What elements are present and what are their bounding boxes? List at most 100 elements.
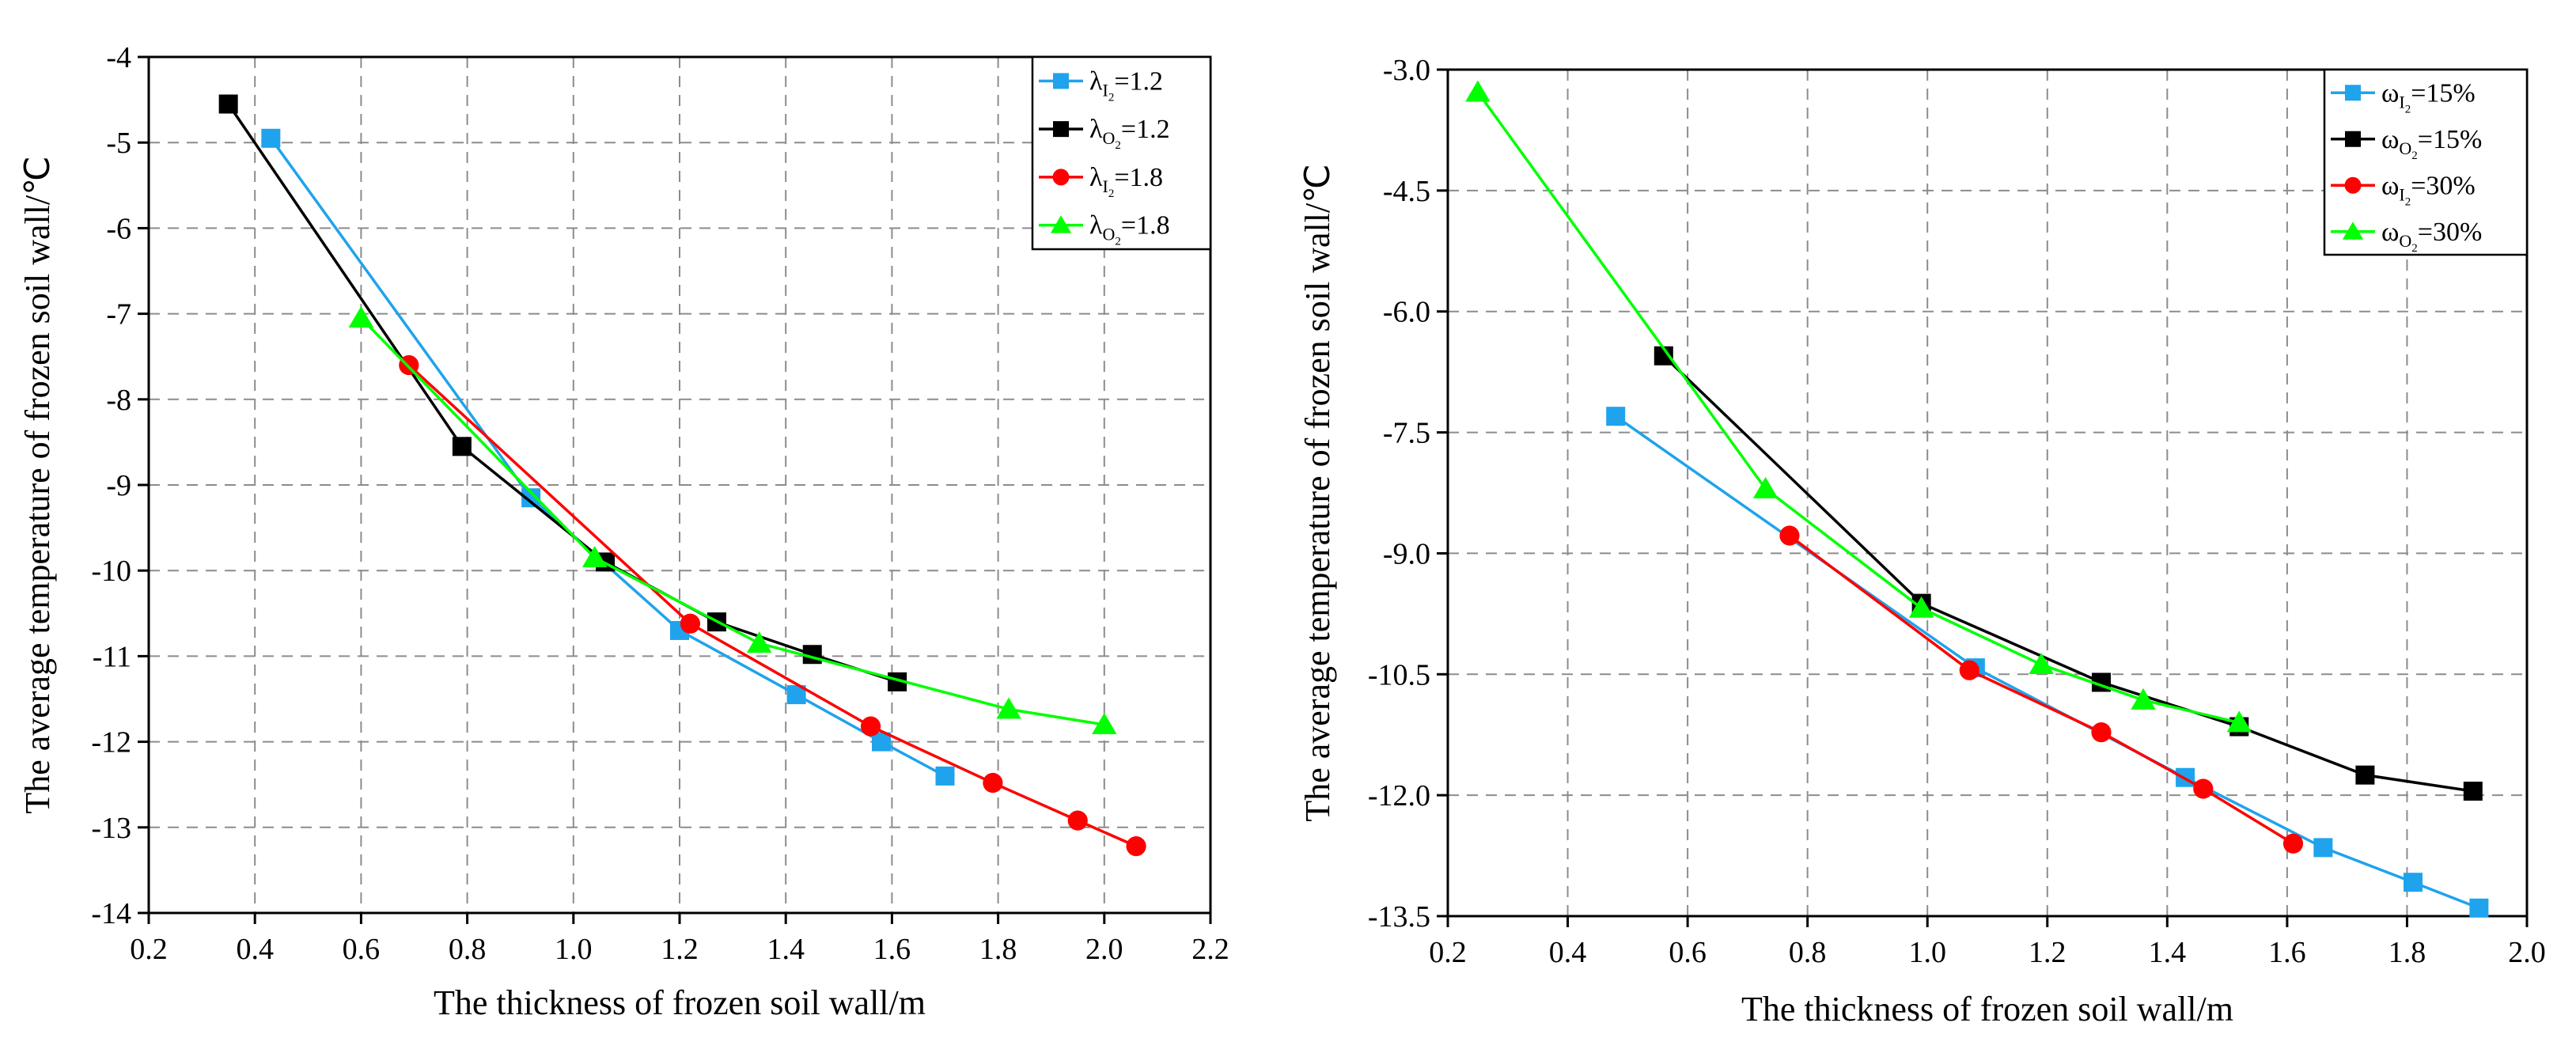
legend-item: ωO2=30% [2331,218,2482,255]
y-tick-label: -12 [91,726,131,759]
gridlines [149,57,1210,913]
legend-label: ωO2=30% [2381,218,2482,255]
legend-marker [2342,222,2364,240]
legend-label: λO2=1.2 [1089,115,1170,152]
data-point [746,631,772,653]
legend-label: ωI2=15% [2381,78,2476,116]
x-axis-title: The thickness of frozen soil wall/m [434,983,926,1022]
data-point [1067,810,1088,831]
y-tick-label: -7 [106,298,131,331]
series-line [360,316,1105,726]
data-point [452,437,472,456]
y-tick-label: -7.5 [1383,417,1430,450]
x-tick-label: 0.4 [1549,936,1587,969]
y-axis-title: The average temperature of frozen soil w… [18,156,57,813]
data-point [935,766,955,786]
series-line [269,137,946,778]
legend-marker [2345,131,2361,147]
data-point [2193,778,2214,799]
series-line [227,103,898,684]
data-point [1465,80,1491,102]
chart-left: 0.2 0.4 0.6 0.8 1.0 1.2 1.4 1.6 1.8 2.0 2.2-14-13-… [18,41,1229,1022]
legend-label: λO2=1.8 [1089,211,1170,248]
y-tick-label: -9 [106,469,131,502]
data-point [2469,898,2489,918]
legend-item: λI2=1.2 [1039,66,1163,104]
legend-marker [2345,85,2361,101]
legend-item: ωI2=30% [2331,171,2476,208]
series-3 [348,306,1117,734]
x-axis-title: The thickness of frozen soil wall/m [1741,990,2233,1028]
y-tick-label: -5 [106,127,131,160]
x-tick-label: 2.0 [2508,936,2546,969]
x-tick-label: 0.6 [343,933,381,966]
series-3 [1465,80,2252,733]
series-line [1615,415,2480,910]
x-tick-label: 0.4 [236,933,274,966]
x-tick-label: 0.2 [130,933,168,966]
y-tick-label: -3.0 [1383,54,1430,87]
x-axis: 0.2 0.4 0.6 0.8 1.0 1.2 1.4 1.6 1.8 2.0 [1429,916,2546,969]
y-tick-label: -4 [106,41,131,74]
legend-box [2323,68,2529,256]
y-tick-label: -6.0 [1383,296,1430,329]
data-point [261,128,281,148]
legend-item: λI2=1.8 [1039,163,1163,200]
data-point [218,94,238,114]
x-tick-label: 1.0 [1908,936,1946,969]
data-point [2355,765,2375,785]
data-point [860,716,881,737]
x-tick-label: 1.8 [2388,936,2426,969]
x-tick-label: 1.0 [555,933,593,966]
series-1 [218,94,907,691]
y-tick-label: -11 [93,640,131,673]
x-tick-label: 0.8 [449,933,487,966]
x-tick-label: 0.6 [1669,936,1707,969]
series-0 [261,128,955,786]
legend-item: ωO2=15% [2331,125,2482,162]
legend-item: λO2=1.8 [1039,211,1170,248]
x-tick-label: 2.2 [1191,933,1229,966]
legend-item: λO2=1.2 [1039,115,1170,152]
x-tick-label: 1.6 [2268,936,2306,969]
legend-marker [2344,176,2362,194]
legend-label: λI2=1.2 [1089,66,1163,104]
y-tick-label: -12.0 [1368,779,1430,812]
data-point [2404,873,2423,892]
data-point [348,306,374,328]
data-point [1779,525,1800,546]
y-axis-title: The average temperature of frozen soil w… [1298,164,1337,821]
series-2 [399,354,1146,857]
data-point [2313,838,2333,858]
data-point [1606,407,1626,426]
series-line [1476,91,2240,725]
data-point [2029,653,2054,675]
gridlines [1448,70,2527,916]
legend-marker [1052,169,1070,186]
y-tick-label: -9.0 [1383,537,1430,570]
data-point [2463,782,2483,801]
plot-frame [1446,68,2529,918]
legend-marker [1053,121,1069,138]
series-2 [1779,525,2304,854]
data-point [2226,710,2252,733]
y-axis: -13.5 -12.0 -10.5 -9.0 -7.5 -6.0 -4.5 -3.0 [1368,54,1448,934]
data-point [996,697,1021,719]
data-point [1959,660,1979,680]
x-tick-label: 1.4 [767,933,805,966]
data-point [2282,833,2304,854]
y-tick-label: -4.5 [1383,175,1430,208]
x-axis: 0.2 0.4 0.6 0.8 1.0 1.2 1.4 1.6 1.8 2.0 2.2 [130,913,1229,966]
x-tick-label: 1.4 [2149,936,2187,969]
legend-marker [1050,215,1072,233]
data-point [581,545,608,567]
legend-label: ωO2=15% [2381,125,2482,162]
series-1 [1654,346,2483,801]
x-tick-label: 0.2 [1429,936,1467,969]
legend-label: λI2=1.8 [1089,163,1163,200]
x-tick-label: 1.8 [979,933,1017,966]
data-point [983,772,1003,794]
x-tick-label: 1.6 [873,933,911,966]
legend: ωI2=15% ωO2=15% ωI2=30% ωO2=30% [2323,68,2529,256]
